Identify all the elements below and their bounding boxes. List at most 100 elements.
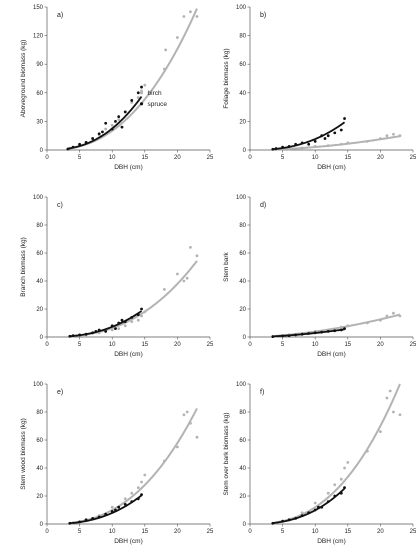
data-point-spruce (343, 486, 346, 489)
legend-label-birch: birch (148, 90, 162, 97)
x-tick-label: 5 (281, 529, 285, 535)
data-point-spruce (130, 500, 134, 503)
data-point-birch (123, 324, 127, 328)
data-point-birch (182, 15, 186, 18)
x-tick-label: 10 (109, 529, 116, 535)
data-point-spruce (66, 147, 70, 151)
data-point-spruce (110, 510, 114, 513)
data-point-birch (176, 36, 179, 39)
data-point-spruce (343, 117, 346, 120)
y-tick-label: 40 (36, 279, 43, 285)
data-point-spruce (68, 521, 72, 525)
x-tick-label: 15 (344, 342, 351, 348)
y-tick-label: 80 (36, 410, 43, 416)
data-point-spruce (101, 130, 104, 134)
series-spruce (271, 486, 346, 525)
y-tick-label: 80 (239, 34, 246, 40)
data-point-spruce (97, 328, 101, 332)
legend-label-spruce: spruce (148, 101, 168, 108)
x-axis-label: DBH (cm) (114, 538, 143, 545)
x-tick-label: 15 (344, 529, 351, 535)
data-point-spruce (94, 330, 98, 333)
data-point-spruce (97, 132, 101, 136)
x-axis-label: DBH (cm) (317, 164, 346, 171)
data-point-birch (385, 134, 389, 138)
panel-d: 0 5 10 15 20 25 0 20 40 60 80 100 DBH (cm) Stem bark d… (223, 195, 417, 358)
data-point-birch (117, 118, 121, 121)
data-point-spruce (84, 140, 88, 144)
panel-label: f) (260, 389, 264, 396)
panel-label: a) (57, 12, 63, 19)
y-tick-label: 0 (40, 148, 44, 154)
data-point-birch (110, 328, 114, 332)
data-point-spruce (68, 334, 72, 338)
data-point-birch (182, 413, 186, 417)
data-point-spruce (78, 333, 81, 337)
y-tick-label: 100 (236, 5, 247, 11)
y-tick-label: 40 (239, 91, 246, 97)
series-spruce (271, 327, 346, 338)
y-tick-label: 80 (239, 223, 246, 229)
data-point-spruce (320, 134, 324, 138)
data-point-spruce (104, 121, 108, 125)
y-tick-label: 60 (239, 62, 246, 68)
data-point-birch (130, 491, 134, 495)
data-point-spruce (117, 115, 121, 119)
data-point-spruce (271, 521, 275, 525)
data-point-spruce (78, 520, 81, 524)
data-point-spruce (136, 91, 140, 95)
data-point-spruce (307, 511, 311, 515)
y-tick-label: 150 (33, 5, 44, 11)
data-point-spruce (78, 142, 81, 146)
data-point-spruce (123, 503, 127, 506)
x-tick-label: 5 (78, 155, 82, 161)
data-point-birch (136, 96, 140, 99)
data-point-birch (185, 410, 189, 414)
y-tick-label: 40 (239, 279, 246, 285)
data-point-spruce (339, 491, 343, 495)
y-tick-label: 0 (243, 335, 247, 341)
data-point-birch (162, 459, 166, 463)
data-point-spruce (287, 518, 291, 522)
x-tick-label: 10 (109, 155, 116, 161)
series-spruce (271, 117, 346, 151)
data-point-birch (333, 483, 337, 487)
data-point-birch (189, 10, 192, 14)
data-point-birch (313, 145, 317, 148)
data-point-birch (398, 413, 402, 417)
x-tick-label: 5 (78, 529, 82, 535)
y-tick-label: 20 (239, 307, 246, 313)
data-point-spruce (320, 505, 324, 509)
y-tick-label: 0 (40, 522, 44, 528)
y-tick-label: 20 (36, 494, 43, 500)
data-point-birch (379, 430, 382, 433)
data-point-spruce (326, 134, 330, 138)
y-tick-label: 80 (36, 223, 43, 229)
panel-e: 0 5 10 15 20 25 0 20 40 60 80 100 DBH (cm) Stem wood … (20, 382, 214, 545)
data-point-birch (343, 466, 346, 470)
x-tick-label: 25 (410, 155, 417, 161)
data-point-spruce (120, 125, 124, 129)
data-point-birch (300, 511, 304, 515)
data-point-spruce (130, 99, 134, 102)
fit-curve-birch (72, 407, 198, 524)
data-point-birch (392, 311, 395, 315)
y-tick-label: 60 (36, 251, 43, 257)
series-birch (71, 246, 199, 338)
y-tick-label: 100 (236, 382, 247, 388)
data-point-birch (104, 127, 108, 131)
data-point-spruce (110, 127, 114, 131)
data-point-birch (385, 314, 389, 318)
data-point-spruce (281, 145, 284, 149)
fit-curve-spruce (69, 310, 143, 338)
data-point-spruce (123, 110, 127, 114)
data-point-spruce (140, 85, 143, 89)
data-point-birch (300, 146, 304, 150)
fit-curve-birch (276, 313, 401, 337)
data-point-spruce (271, 335, 275, 338)
data-point-birch (140, 480, 143, 484)
data-point-birch (182, 279, 186, 283)
data-point-birch (189, 421, 192, 425)
y-tick-label: 20 (239, 119, 246, 125)
data-point-spruce (91, 331, 95, 335)
